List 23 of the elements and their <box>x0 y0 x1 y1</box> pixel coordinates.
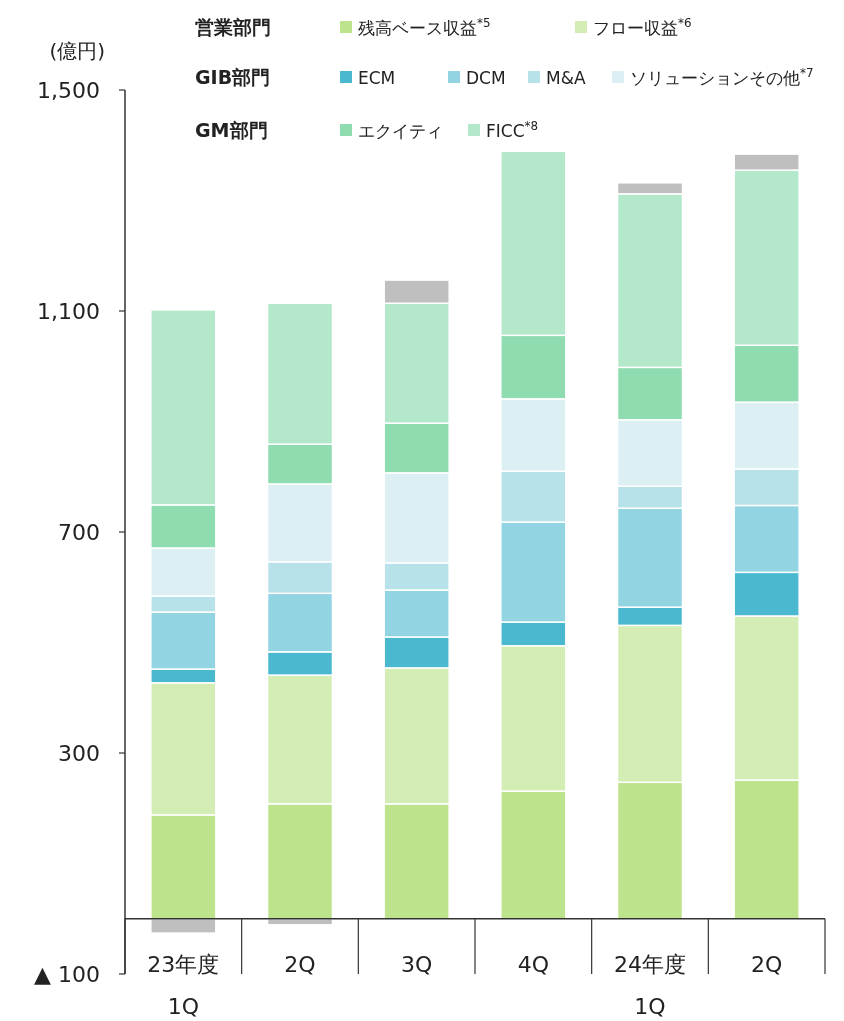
x-tick-label: 4Q <box>517 952 549 977</box>
legend-label: M&A <box>546 68 586 88</box>
legend-label: エクイティ <box>358 121 443 141</box>
x-tick-label: 23年度 1Q <box>147 952 220 1019</box>
y-tick-label: ▲ 100 <box>34 962 100 987</box>
legend-label: フロー収益$^{*6}$ <box>593 16 692 38</box>
x-tick-label: 3Q <box>401 952 433 977</box>
y-tick-label: 1,100 <box>37 299 100 324</box>
text: 営業部門 <box>195 16 271 38</box>
y-tick-label: 700 <box>58 520 100 545</box>
legend-label: DCM <box>466 68 506 88</box>
x-tick-label: 24年度 1Q <box>614 952 686 1019</box>
x-tick-label: 2Q <box>284 952 316 977</box>
x-tick-label: 2Q <box>751 952 783 977</box>
legend-label: FICC$^{*8}$ <box>486 119 539 141</box>
y-axis-title: (億円) <box>49 39 105 63</box>
legend-label: ECM <box>358 68 396 88</box>
text: GIB部門 <box>195 66 271 88</box>
legend-label: 残高ベース収益$^{*5}$ <box>358 16 491 38</box>
legend-label: ソリューションその他$^{*7}$ <box>630 66 814 88</box>
y-tick-label: 300 <box>58 741 100 766</box>
annotation: GM部門 <box>195 119 268 141</box>
y-tick-label: 1,500 <box>37 78 100 103</box>
